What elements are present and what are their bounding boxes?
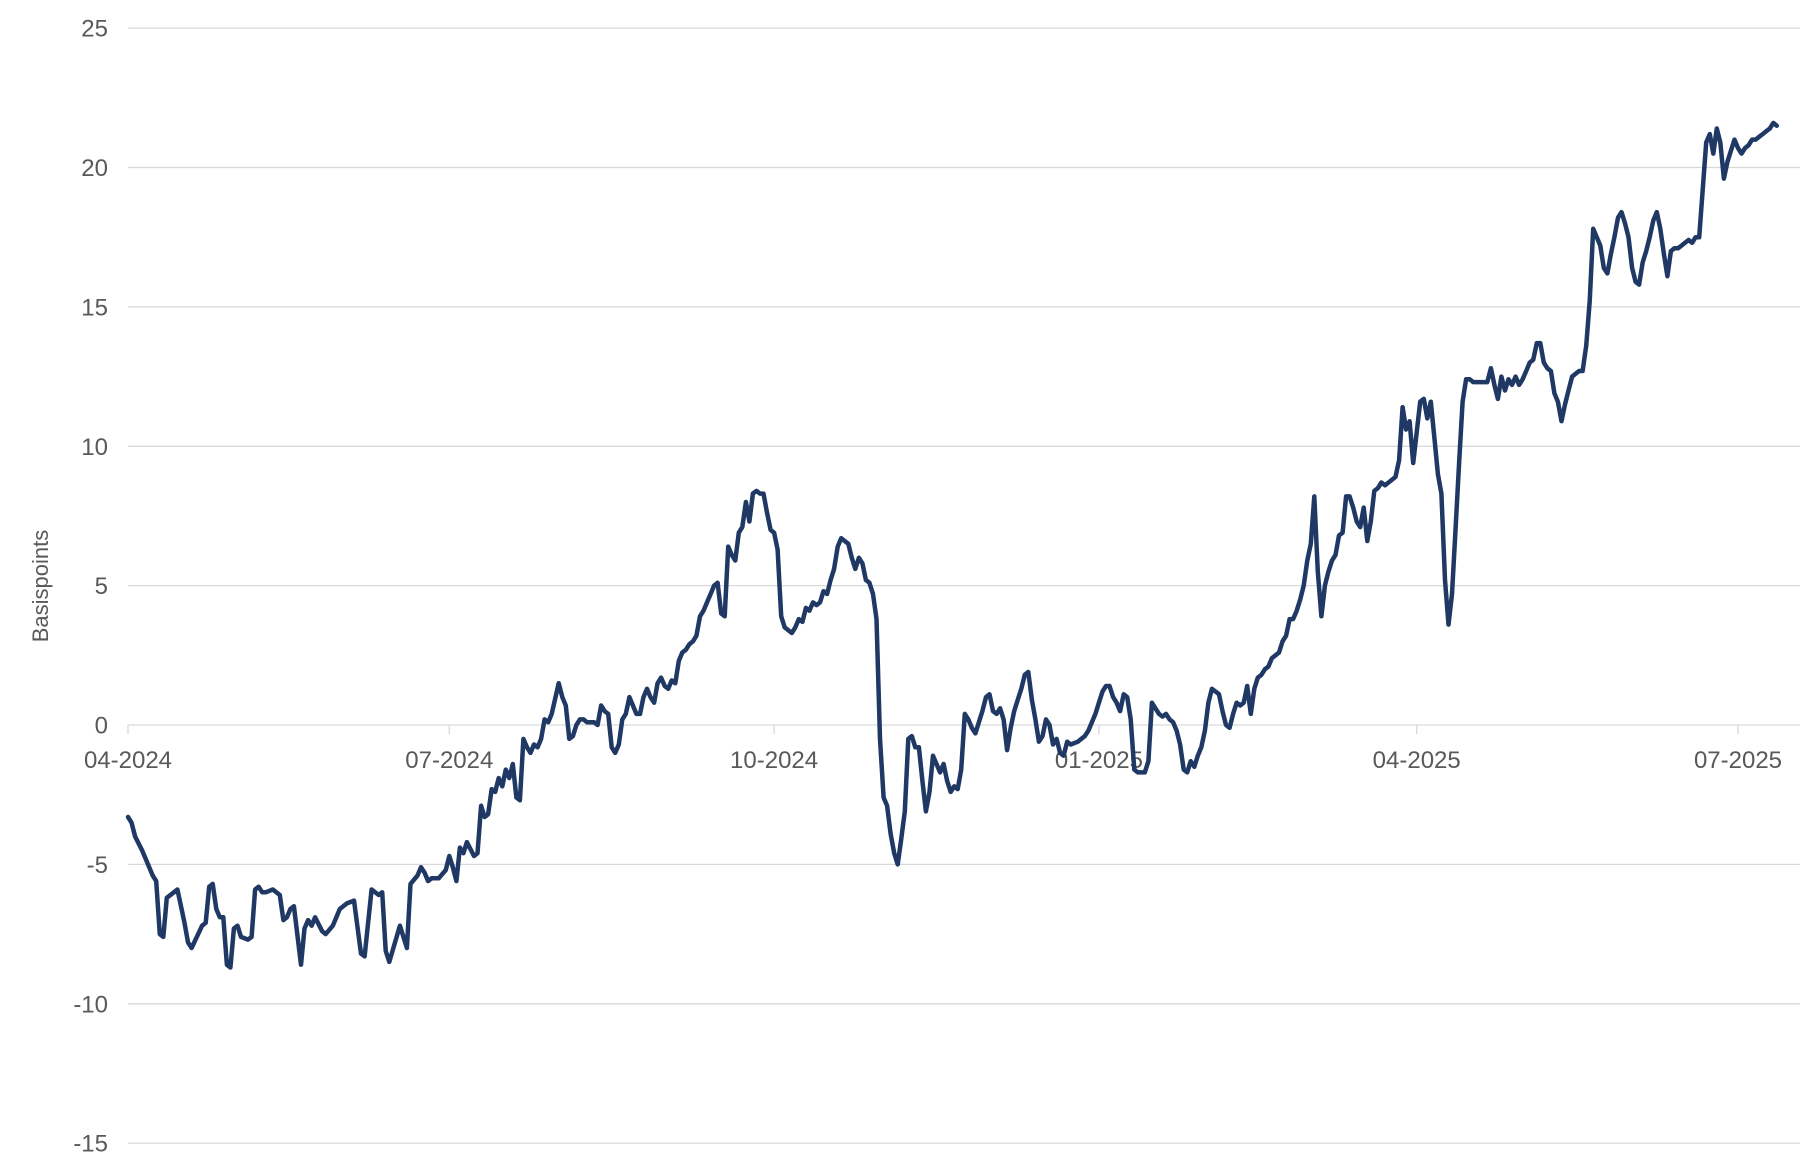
y-axis-tick-labels: 25 20 15 10 5 0 -5 -10 -15	[73, 16, 108, 1158]
x-tick-label: 01-2025	[1055, 747, 1143, 774]
y-tick-label: 20	[81, 155, 108, 182]
y-tick-label: -15	[73, 1131, 108, 1158]
y-tick-label: 5	[95, 573, 108, 600]
series-line-basispoints	[125, 120, 1780, 970]
y-tick-label: 10	[81, 434, 108, 461]
gridlines	[128, 27, 1800, 1144]
y-tick-label: 25	[81, 16, 108, 43]
x-axis-ticks	[127, 725, 1739, 734]
y-tick-label: 15	[81, 294, 108, 321]
x-tick-label: 07-2025	[1694, 747, 1782, 774]
x-tick-label: 07-2024	[405, 747, 493, 774]
y-tick-label: -10	[73, 991, 108, 1018]
x-tick-label: 04-2025	[1373, 747, 1461, 774]
x-axis-tick-labels: 04-2024 07-2024 10-2024 01-2025 04-2025 07-20…	[84, 747, 1782, 774]
y-tick-label: -5	[87, 852, 108, 879]
x-tick-label: 10-2024	[730, 747, 818, 774]
y-axis-title: Basispoints	[28, 530, 53, 643]
y-tick-label: 0	[95, 713, 108, 740]
x-tick-label: 04-2024	[84, 747, 172, 774]
